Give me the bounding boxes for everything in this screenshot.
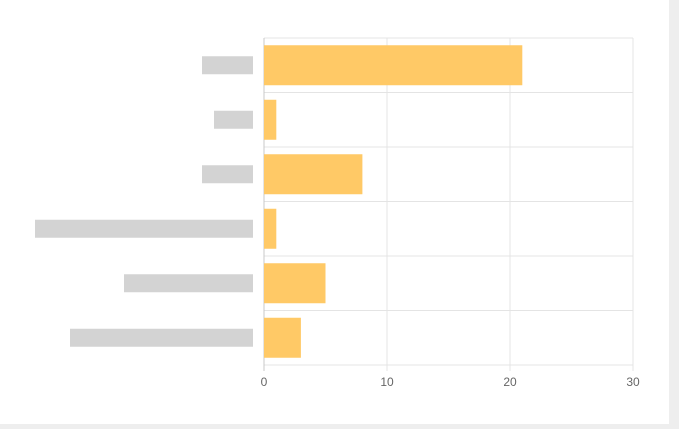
bar — [264, 208, 277, 249]
redacted-label — [202, 165, 253, 184]
redacted-label — [35, 219, 253, 238]
bar — [264, 263, 326, 304]
x-tick-label: 0 — [261, 375, 268, 389]
redacted-label — [124, 274, 253, 293]
x-tick-label: 20 — [503, 375, 517, 389]
bar — [264, 317, 301, 358]
redacted-label — [70, 328, 253, 347]
bar — [264, 45, 523, 86]
x-tick-label: 10 — [380, 375, 394, 389]
bar — [264, 99, 277, 140]
redacted-label — [202, 56, 253, 75]
redacted-label — [214, 110, 253, 129]
x-tick-label: 30 — [626, 375, 640, 389]
bar — [264, 154, 363, 195]
